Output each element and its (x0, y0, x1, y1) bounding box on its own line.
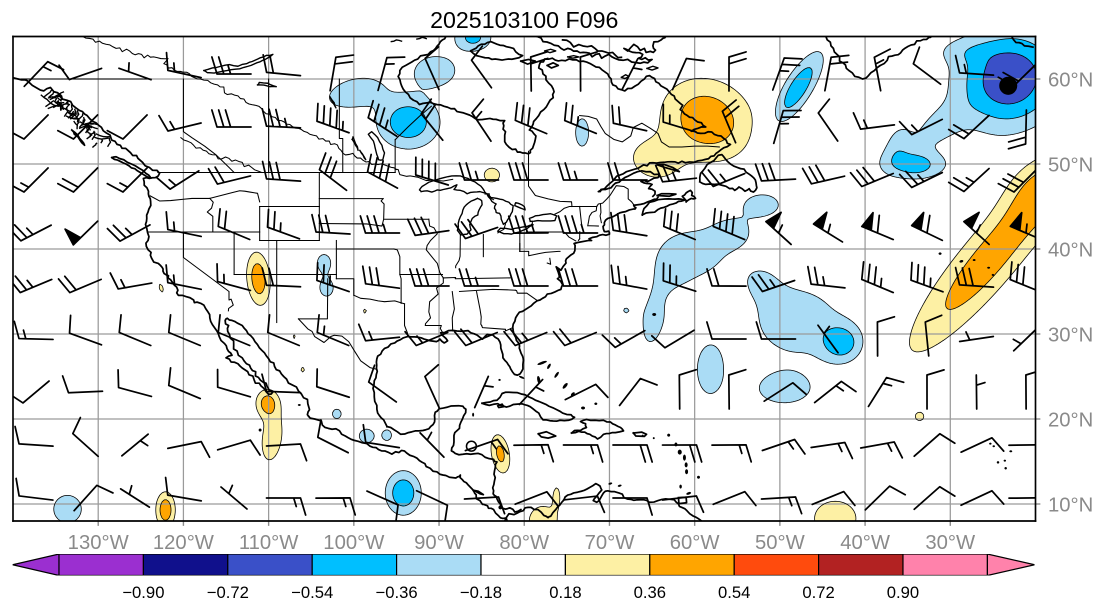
svg-text:130°W: 130°W (68, 532, 130, 554)
svg-text:60°N: 60°N (1048, 70, 1093, 92)
svg-text:70°W: 70°W (585, 532, 636, 554)
svg-text:40°N: 40°N (1048, 240, 1093, 262)
svg-text:60°W: 60°W (670, 532, 721, 554)
svg-text:0.90: 0.90 (887, 583, 919, 602)
svg-text:−0.72: −0.72 (207, 583, 249, 602)
svg-text:30°N: 30°N (1048, 325, 1093, 347)
svg-text:0.54: 0.54 (718, 583, 750, 602)
svg-text:−0.36: −0.36 (376, 583, 418, 602)
svg-text:0.72: 0.72 (802, 583, 834, 602)
svg-text:0.18: 0.18 (549, 583, 581, 602)
svg-text:80°W: 80°W (499, 532, 550, 554)
svg-text:30°W: 30°W (925, 532, 976, 554)
svg-text:50°W: 50°W (755, 532, 806, 554)
svg-text:−0.90: −0.90 (122, 583, 164, 602)
svg-text:20°N: 20°N (1048, 410, 1093, 432)
svg-text:40°W: 40°W (840, 532, 891, 554)
svg-text:0.36: 0.36 (634, 583, 666, 602)
svg-text:−0.54: −0.54 (291, 583, 333, 602)
svg-text:120°W: 120°W (153, 532, 215, 554)
svg-text:90°W: 90°W (414, 532, 465, 554)
svg-text:−0.18: −0.18 (460, 583, 502, 602)
svg-text:10°N: 10°N (1048, 495, 1093, 517)
svg-text:50°N: 50°N (1048, 155, 1093, 177)
svg-text:2025103100 F096: 2025103100 F096 (430, 7, 618, 33)
svg-text:100°W: 100°W (323, 532, 385, 554)
svg-text:110°W: 110°W (239, 532, 299, 554)
